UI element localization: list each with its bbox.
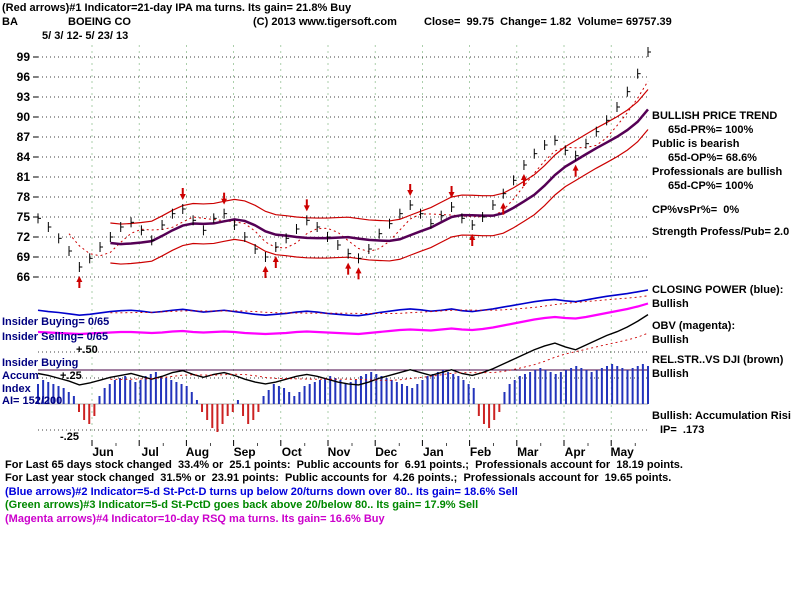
svg-text:90: 90 — [17, 110, 31, 124]
svg-text:Feb: Feb — [470, 445, 491, 459]
svg-text:Jun: Jun — [92, 445, 113, 459]
svg-text:99: 99 — [17, 50, 31, 64]
cp-pct: 65d-CP%= 100% — [668, 180, 754, 192]
svg-text:Oct: Oct — [282, 445, 302, 459]
svg-text:May: May — [611, 445, 635, 459]
svg-text:69: 69 — [17, 250, 31, 264]
insider-buying-count: Insider Buying= 0/65 — [2, 316, 110, 328]
trend-title: BULLISH PRICE TREND — [652, 110, 778, 122]
public-status: Public is bearish — [652, 138, 740, 150]
svg-text:72: 72 — [17, 230, 31, 244]
svg-text:81: 81 — [17, 170, 31, 184]
closing-power-title: CLOSING POWER (blue): — [652, 284, 784, 296]
minus25-label: -.25 — [60, 431, 79, 443]
svg-text:Apr: Apr — [565, 445, 586, 459]
relstr-status: Bullish — [652, 368, 689, 380]
insider-selling-count: Insider Selling= 0/65 — [2, 331, 109, 343]
svg-text:96: 96 — [17, 70, 31, 84]
footer-line-1: For Last 65 days stock changed 33.4% or … — [5, 459, 683, 471]
accum-label: Accum — [2, 370, 39, 382]
pr-pct: 65d-PR%= 100% — [668, 124, 754, 136]
header-line1: (Red arrows)#1 Indicator=21-day IPA ma t… — [2, 2, 352, 14]
op-pct: 65d-OP%= 68.6% — [668, 152, 757, 164]
footer-line-3: (Blue arrows)#2 Indicator=5-d St-Pct-D t… — [5, 486, 518, 498]
footer-line-4: (Green arrows)#3 Indicator=5-d St-PctD g… — [5, 499, 479, 511]
ip-value: IP= .173 — [660, 424, 705, 436]
svg-text:78: 78 — [17, 190, 31, 204]
relstr-title: REL.STR..VS DJI (brown) — [652, 354, 784, 366]
footer-line-2: For Last year stock changed 31.5% or 23.… — [5, 472, 672, 484]
ai-value: AI= 152/200 — [2, 395, 63, 407]
company-name: BOEING CO — [68, 16, 131, 28]
cp-vs-pr: CP%vsPr%= 0% — [652, 204, 740, 216]
professionals-status: Professionals are bullish — [652, 166, 783, 178]
plus50-label: +.50 — [76, 344, 98, 356]
svg-text:Jul: Jul — [142, 445, 159, 459]
svg-text:87: 87 — [17, 130, 31, 144]
quote-line: Close= 99.75 Change= 1.82 Volume= 69757.… — [424, 16, 672, 28]
ticker-symbol: BA — [2, 16, 18, 28]
closing-power-status: Bullish — [652, 298, 689, 310]
svg-text:Dec: Dec — [375, 445, 397, 459]
plus25-label: +.25 — [60, 370, 82, 382]
svg-text:Mar: Mar — [517, 445, 539, 459]
obv-status: Bullish — [652, 334, 689, 346]
date-range: 5/ 3/ 12- 5/ 23/ 13 — [42, 30, 129, 42]
svg-text:66: 66 — [17, 270, 31, 284]
svg-text:Sep: Sep — [234, 445, 256, 459]
footer-line-5: (Magenta arrows)#4 Indicator=10-day RSQ … — [5, 513, 385, 525]
strength-ratio: Strength Profess/Pub= 2.0 — [652, 226, 790, 238]
svg-text:84: 84 — [17, 150, 31, 164]
insider-buying-label: Insider Buying — [2, 357, 79, 369]
svg-text:93: 93 — [17, 90, 31, 104]
svg-text:Nov: Nov — [328, 445, 351, 459]
accum-status: Bullish: Accumulation Risi — [652, 410, 791, 422]
obv-title: OBV (magenta): — [652, 320, 736, 332]
svg-text:Aug: Aug — [186, 445, 209, 459]
svg-text:Jan: Jan — [423, 445, 444, 459]
svg-text:75: 75 — [17, 210, 31, 224]
index-label: Index — [2, 383, 31, 395]
copyright: (C) 2013 www.tigersoft.com — [253, 16, 397, 28]
